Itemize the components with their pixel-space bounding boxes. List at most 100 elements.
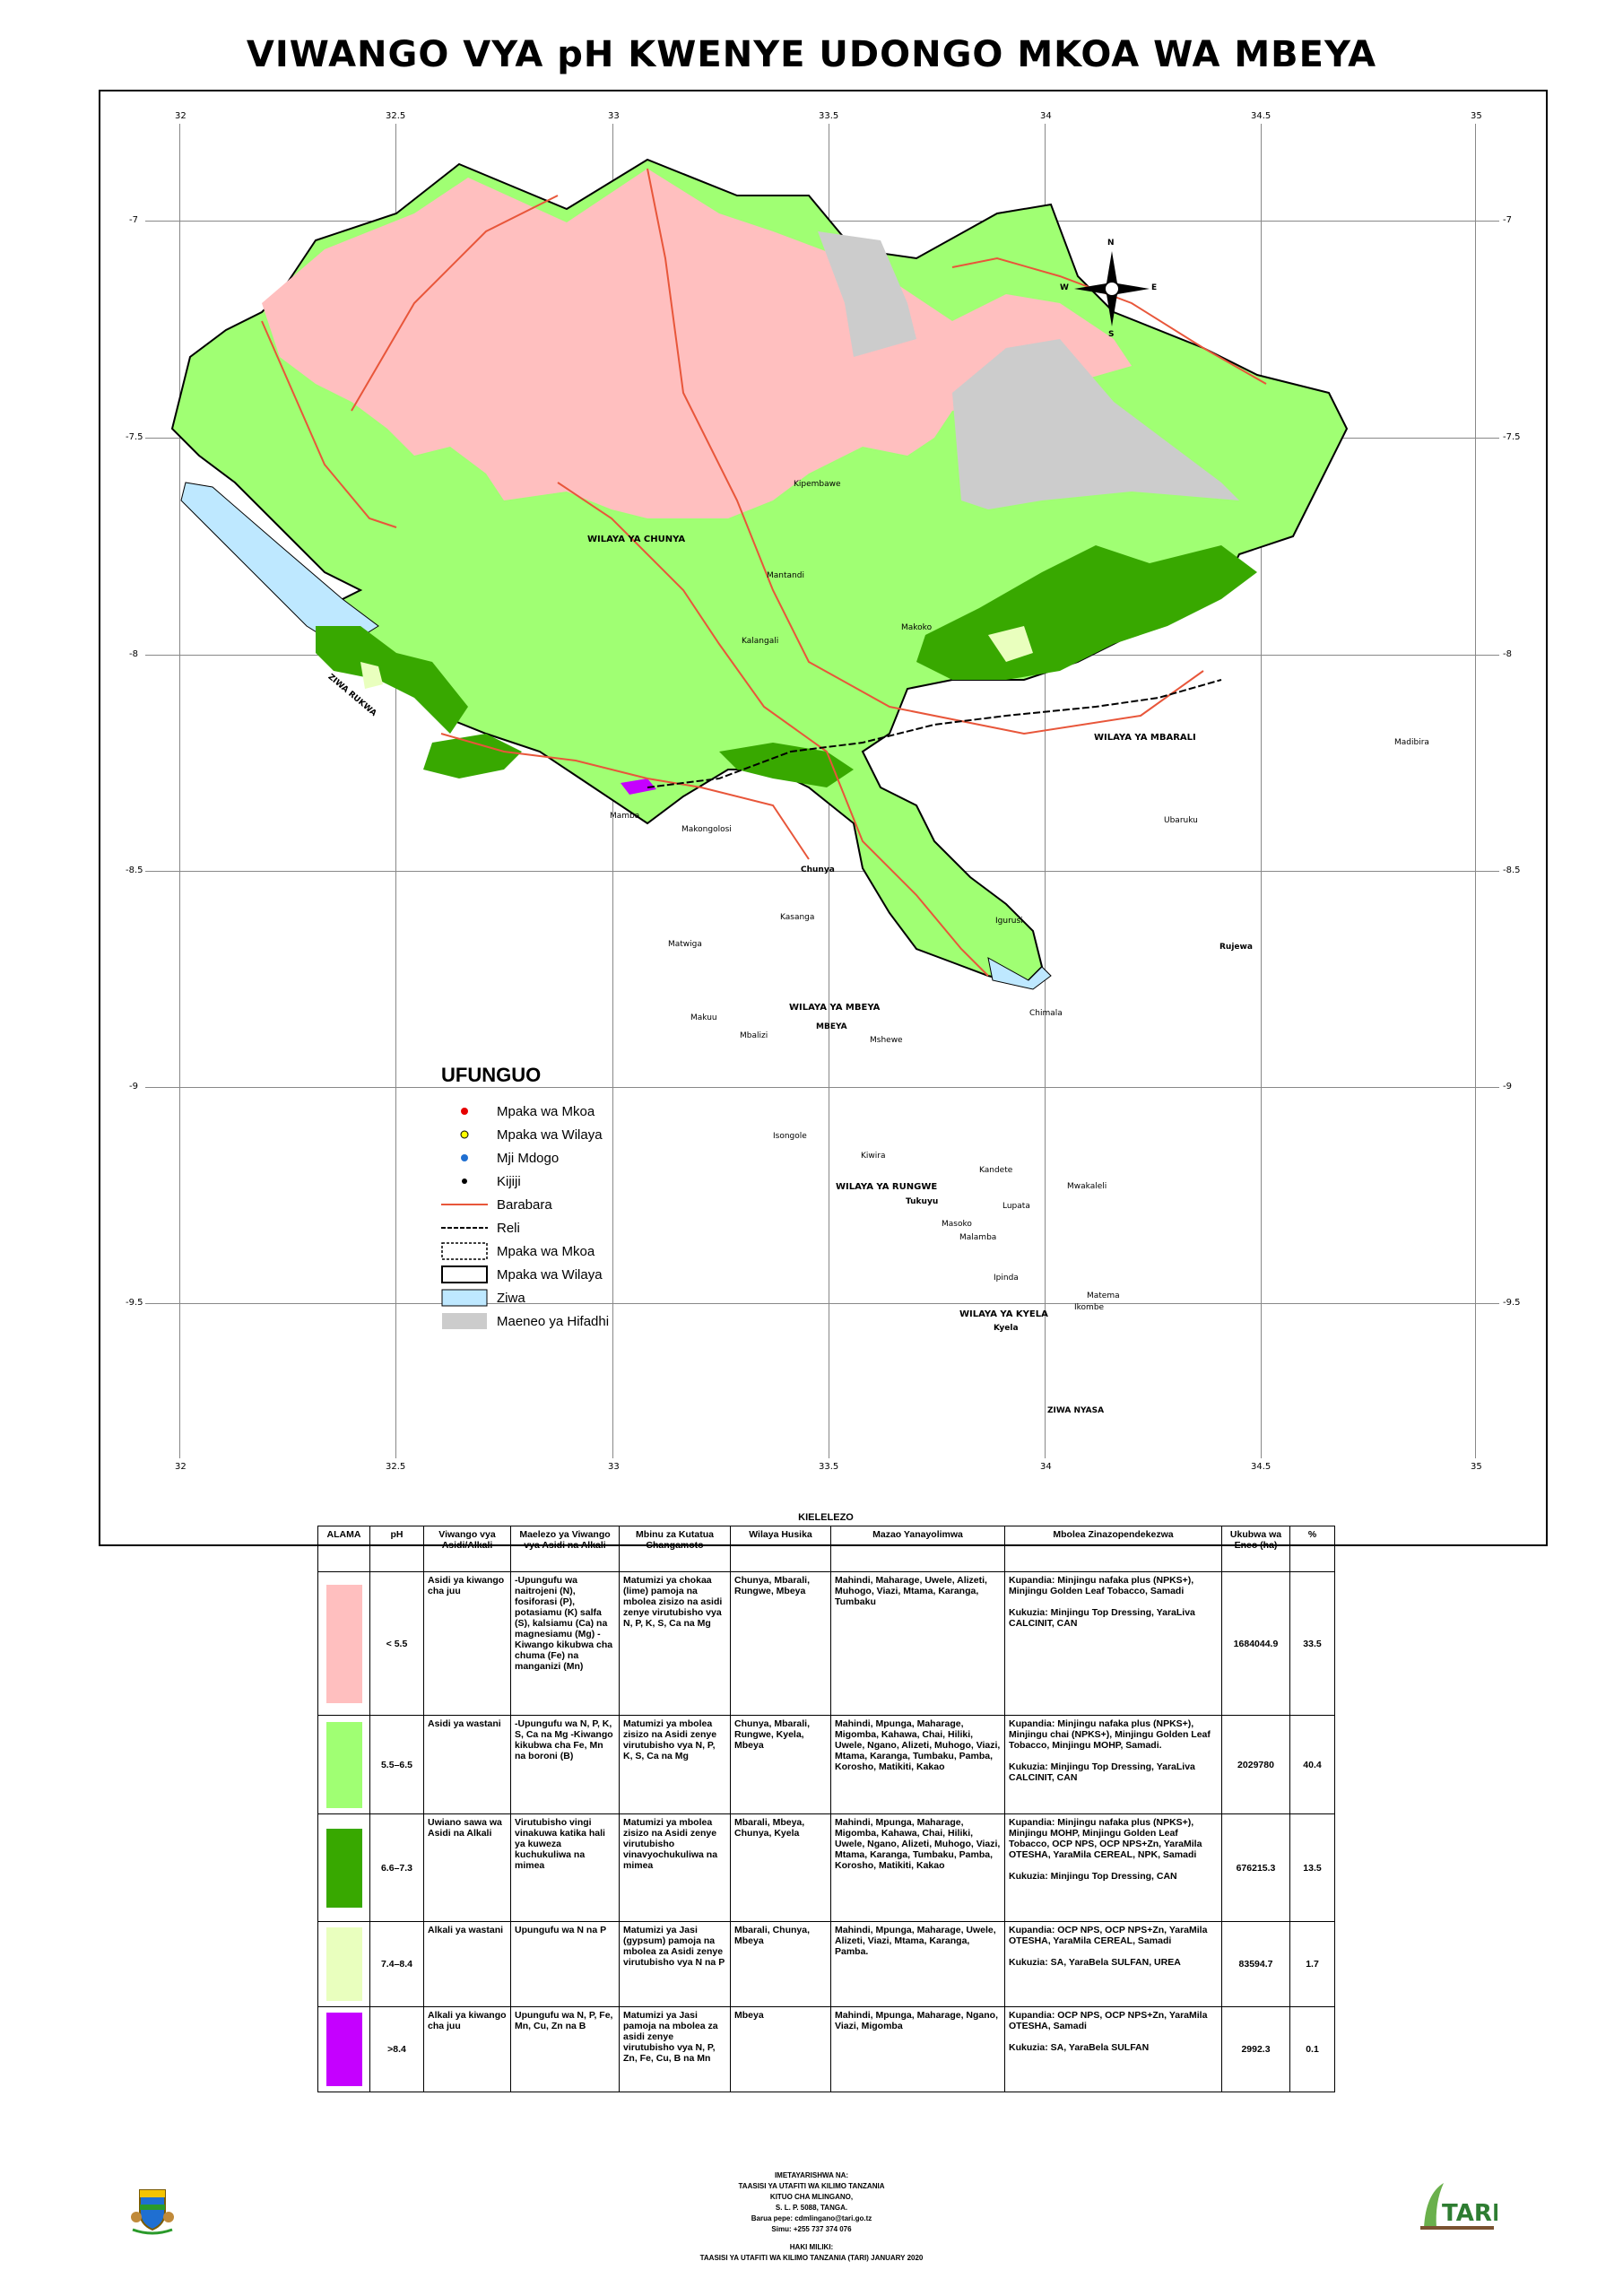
crops: Mahindi, Mpunga, Maharage, Migomba, Kaha…	[830, 1715, 1005, 1814]
credits-institute: TAASISI YA UTAFITI WA KILIMO TANZANIA	[738, 2182, 885, 2190]
region-reserve	[952, 339, 1239, 509]
grid-line-lat	[145, 871, 1499, 872]
table-header: Mbolea Zinazopendekezwa	[1004, 1526, 1222, 1572]
lat-tick-label: -7.5	[1503, 432, 1521, 442]
lat-tick-label: -8.5	[1503, 865, 1521, 875]
village-label: Masoko	[942, 1220, 972, 1229]
region-reserve	[818, 231, 916, 357]
area-ha: 676215.3	[1221, 1813, 1290, 1922]
acidity-description: Virutubisho vingi vinakuwa katika hali y…	[510, 1813, 620, 1922]
grid-line-lon	[1261, 124, 1262, 1458]
town-label: Chunya	[801, 865, 835, 874]
tari-logo-text: TARI	[1442, 2200, 1497, 2227]
lake-label-nyasa: ZIWA NYASA	[1047, 1406, 1105, 1415]
village-label: Matwiga	[668, 940, 702, 949]
rail-line-icon	[441, 1219, 488, 1237]
legend-item: Reli	[441, 1216, 656, 1239]
village-label: Kasanga	[780, 913, 815, 922]
table-caption: KIELELEZO	[798, 1512, 854, 1523]
lat-tick-label: -9	[1503, 1082, 1512, 1091]
ph-range: 7.4–8.4	[369, 1921, 424, 2007]
legend-title: UFUNGUO	[441, 1064, 542, 1086]
table-header: Mazao Yanayolimwa	[830, 1526, 1005, 1572]
table-row: 5.5–6.5 Asidi ya wastani -Upungufu wa N,…	[317, 1715, 1335, 1814]
village-label: Ipinda	[994, 1274, 1019, 1283]
lon-tick-label: 34.5	[1251, 1462, 1271, 1472]
grid-line-lon	[179, 124, 180, 1458]
map-legend: UFUNGUO Mpaka wa Mkoa Mpaka wa Wilaya Mj…	[441, 1064, 656, 1333]
credits-address: S. L. P. 5088, TANGA.	[775, 2204, 848, 2212]
region-ph-6-6-7-3	[719, 743, 854, 787]
ph-range: >8.4	[369, 2006, 424, 2092]
district-label-chunya: WILAYA YA CHUNYA	[587, 535, 686, 544]
acidity-description: Upungufu wa N na P	[510, 1921, 620, 2007]
village-label: Makoko	[901, 623, 933, 632]
ph-swatch	[325, 1721, 362, 1808]
area-ha: 1684044.9	[1221, 1571, 1290, 1716]
solution: Matumizi ya mbolea zisizo na Asidi zenye…	[619, 1715, 731, 1814]
lon-tick-label: 32.5	[386, 111, 406, 121]
village-label: Igurusi	[995, 917, 1023, 926]
ph-swatch	[325, 1828, 362, 1908]
village-label: Makongolosi	[681, 825, 732, 834]
village-label: Mantandi	[767, 571, 804, 580]
ph-swatch	[325, 2013, 362, 2086]
legend-item: Barabara	[441, 1193, 656, 1216]
grid-line-lat	[145, 1087, 1499, 1088]
lake-box-icon	[441, 1289, 488, 1307]
reserve-box-icon	[441, 1312, 488, 1330]
lat-tick-label: -7	[1503, 215, 1512, 225]
table-row: >8.4 Alkali ya kiwango cha juu Upungufu …	[317, 2006, 1335, 2092]
village-label: Kandete	[979, 1166, 1013, 1175]
lat-tick-label: -7.5	[126, 432, 143, 442]
table-header: Wilaya Husika	[730, 1526, 831, 1572]
north-arrow: N S E W	[1060, 239, 1158, 339]
ph-swatch	[325, 1927, 362, 2001]
village-label: Makuu	[690, 1013, 717, 1022]
fertilizer: Kupandia: Minjingu nafaka plus (NPKS+), …	[1004, 1813, 1222, 1922]
ph-swatch-cell	[317, 1921, 370, 2007]
credits-center: KITUO CHA MLINGANO,	[769, 2193, 854, 2201]
lat-tick-label: -9.5	[126, 1298, 143, 1308]
districts: Chunya, Mbarali, Rungwe, Kyela, Mbeya	[730, 1715, 831, 1814]
ph-swatch-cell	[317, 1813, 370, 1922]
area-ha: 83594.7	[1221, 1921, 1290, 2007]
village-label: Mbalizi	[740, 1031, 768, 1040]
ph-range: 6.6–7.3	[369, 1813, 424, 1922]
lake-nyasa	[987, 957, 1052, 990]
solution: Matumizi ya chokaa (lime) pamoja na mbol…	[619, 1571, 731, 1716]
legend-item: Mpaka wa Wilaya	[441, 1123, 656, 1146]
road-line-icon	[441, 1196, 488, 1213]
acidity-level: Asidi ya kiwango cha juu	[423, 1571, 511, 1716]
district-label-mbeya: WILAYA YA MBEYA	[789, 1003, 881, 1013]
dashed-box-icon	[441, 1242, 488, 1260]
acidity-description: -Upungufu wa N, P, K, S, Ca na Mg -Kiwan…	[510, 1715, 620, 1814]
lon-tick-label: 33	[608, 111, 620, 121]
village-label: Lupata	[1002, 1202, 1030, 1211]
tari-logo: TARI	[1417, 2176, 1501, 2238]
railway-line	[647, 679, 1222, 788]
ph-swatch-cell	[317, 1715, 370, 1814]
legend-item: Ziwa	[441, 1286, 656, 1309]
lat-tick-label: -8.5	[126, 865, 143, 875]
solid-box-icon	[441, 1265, 488, 1283]
table-header: ALAMA	[317, 1526, 370, 1572]
ph-swatch-cell	[317, 1571, 370, 1716]
ph-map	[170, 158, 1349, 990]
region-ph-7-4-8-4	[988, 626, 1033, 662]
solution: Matumizi ya mbolea zisizo na Asidi zenye…	[619, 1813, 731, 1922]
districts: Mbarali, Chunya, Mbeya	[730, 1921, 831, 2007]
legend-item: Mji Mdogo	[441, 1146, 656, 1170]
legend-item: Mpaka wa Mkoa	[441, 1100, 656, 1123]
compass-e: E	[1151, 283, 1158, 292]
grid-line-lat	[145, 1303, 1499, 1304]
village-label: Ubaruku	[1164, 816, 1198, 825]
district-label-rungwe: WILAYA YA RUNGWE	[836, 1182, 938, 1192]
lon-tick-label: 33.5	[819, 1462, 839, 1472]
crops: Mahindi, Mpunga, Maharage, Migomba, Kaha…	[830, 1813, 1005, 1922]
region-ph-lt-5-5	[262, 169, 1132, 518]
region-ph-6-6-7-3	[423, 734, 522, 778]
legend-item: Mpaka wa Wilaya	[441, 1263, 656, 1286]
crops: Mahindi, Mpunga, Maharage, Uwele, Alizet…	[830, 1921, 1005, 2007]
ph-table: KIELELEZO ALAMA pH Viwango vya Asidi/Alk…	[317, 1512, 1335, 2092]
